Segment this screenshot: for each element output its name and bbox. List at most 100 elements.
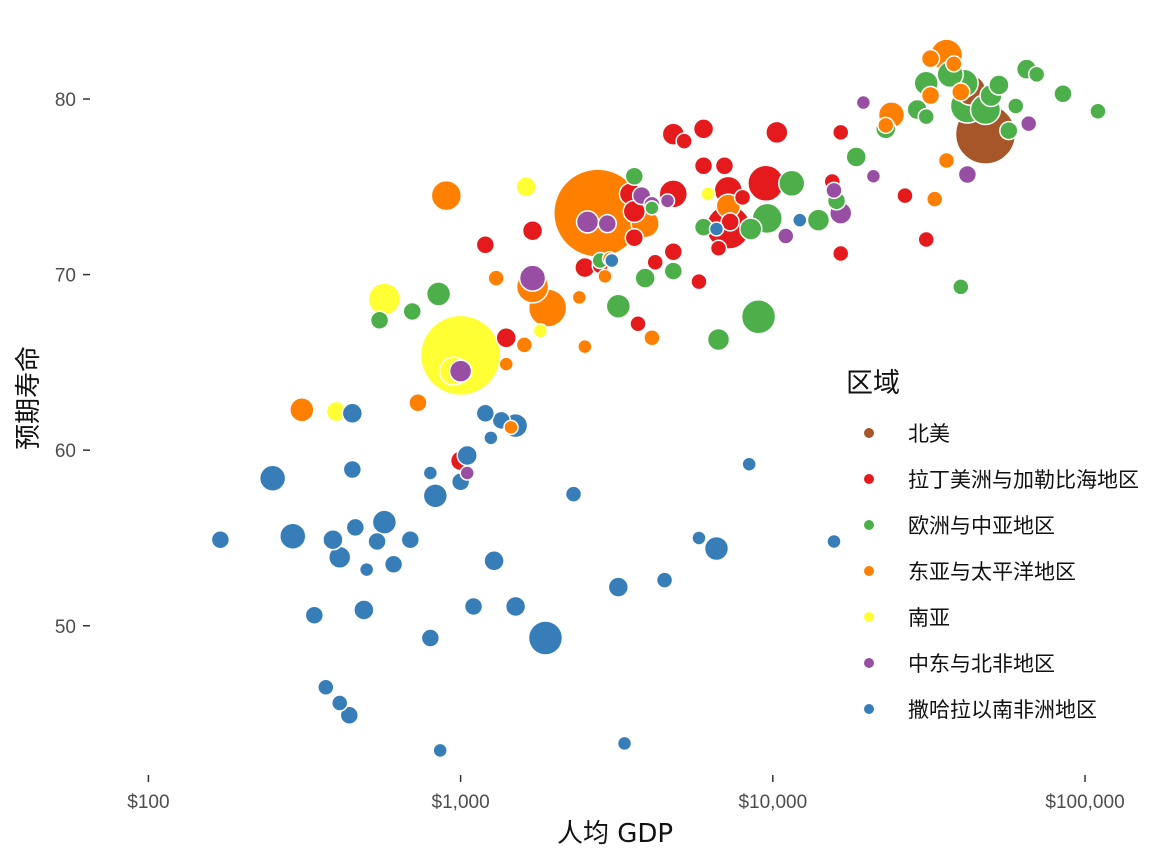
data-point bbox=[1027, 65, 1046, 84]
data-point bbox=[402, 301, 423, 322]
x-tick-label: $100 bbox=[127, 792, 169, 813]
data-point bbox=[420, 628, 441, 648]
data-point bbox=[279, 522, 307, 550]
data-point bbox=[1089, 102, 1107, 121]
data-point bbox=[865, 168, 882, 185]
data-point bbox=[1019, 114, 1038, 133]
data-point bbox=[776, 227, 795, 245]
data-point bbox=[358, 561, 375, 578]
data-point bbox=[925, 190, 944, 208]
legend-swatch bbox=[864, 428, 874, 438]
legend-swatch bbox=[864, 612, 874, 622]
data-point bbox=[515, 176, 537, 198]
data-point bbox=[644, 200, 660, 216]
data-point bbox=[825, 181, 843, 200]
data-point bbox=[792, 212, 808, 228]
data-point bbox=[422, 483, 449, 509]
data-point bbox=[690, 272, 708, 291]
data-point bbox=[714, 155, 735, 176]
data-point bbox=[659, 193, 676, 209]
data-point bbox=[634, 267, 656, 289]
legend-swatch bbox=[864, 704, 874, 714]
data-point bbox=[400, 529, 421, 550]
data-point bbox=[339, 705, 360, 726]
data-point bbox=[937, 151, 956, 170]
data-point bbox=[741, 456, 757, 472]
data-point bbox=[691, 530, 707, 546]
data-point bbox=[624, 166, 645, 187]
y-tick-label: 60 bbox=[55, 441, 76, 462]
data-point bbox=[999, 120, 1019, 141]
data-point bbox=[920, 48, 941, 69]
data-point bbox=[845, 146, 867, 168]
y-axis: 50 60 70 80 bbox=[55, 90, 90, 638]
data-point bbox=[951, 82, 971, 102]
legend-label: 欧洲与中亚地区 bbox=[908, 514, 1055, 538]
data-point bbox=[663, 242, 684, 262]
data-point bbox=[456, 444, 478, 467]
data-point bbox=[616, 735, 633, 752]
data-point bbox=[597, 213, 618, 234]
data-point bbox=[826, 533, 842, 550]
data-point bbox=[432, 742, 448, 759]
data-point bbox=[624, 227, 645, 248]
data-point bbox=[957, 164, 978, 185]
data-point bbox=[877, 116, 895, 135]
data-point bbox=[1053, 83, 1073, 104]
legend-label: 撒哈拉以南非洲地区 bbox=[908, 698, 1097, 722]
data-point bbox=[765, 120, 789, 145]
data-point bbox=[383, 554, 404, 575]
data-point bbox=[700, 186, 716, 202]
data-point bbox=[920, 85, 941, 106]
data-point bbox=[739, 217, 763, 241]
x-tick-label: $10,000 bbox=[738, 792, 807, 813]
data-point bbox=[317, 678, 335, 696]
y-tick-label: 70 bbox=[55, 266, 76, 287]
data-point bbox=[720, 212, 740, 232]
legend-label: 东亚与太平洋地区 bbox=[908, 560, 1076, 584]
data-point bbox=[367, 282, 402, 316]
data-point bbox=[597, 268, 613, 285]
data-point bbox=[778, 169, 806, 198]
data-point bbox=[571, 289, 588, 306]
data-point bbox=[577, 338, 593, 355]
data-point bbox=[503, 419, 519, 436]
data-point bbox=[495, 327, 517, 349]
data-point bbox=[371, 509, 398, 535]
data-point bbox=[629, 315, 647, 333]
data-point bbox=[459, 465, 475, 481]
data-point bbox=[693, 155, 714, 176]
data-point bbox=[917, 230, 935, 249]
data-point bbox=[655, 571, 674, 589]
data-point bbox=[896, 186, 914, 205]
data-point bbox=[521, 219, 544, 242]
legend-label: 中东与北非地区 bbox=[908, 652, 1055, 676]
y-tick-label: 50 bbox=[55, 617, 76, 638]
data-point bbox=[422, 465, 439, 481]
data-point bbox=[532, 323, 549, 339]
data-point bbox=[945, 55, 963, 73]
data-point bbox=[430, 179, 463, 212]
data-point bbox=[353, 599, 375, 621]
x-axis-title: 人均 GDP bbox=[557, 819, 673, 849]
y-tick-label: 80 bbox=[55, 90, 76, 111]
legend-swatch bbox=[864, 658, 874, 668]
data-point bbox=[733, 188, 752, 207]
data-point bbox=[345, 517, 366, 538]
data-point bbox=[740, 298, 777, 335]
data-point bbox=[475, 234, 496, 255]
data-point bbox=[289, 397, 315, 423]
data-point bbox=[342, 459, 363, 480]
data-point bbox=[692, 118, 715, 140]
data-point bbox=[604, 252, 620, 269]
legend-label: 北美 bbox=[908, 422, 950, 446]
data-point bbox=[709, 239, 728, 258]
data-point bbox=[518, 264, 547, 292]
data-point bbox=[341, 402, 364, 425]
data-point bbox=[304, 605, 325, 625]
data-point bbox=[1007, 97, 1025, 115]
legend: 区域 北美拉丁美洲与加勒比海地区欧洲与中亚地区东亚与太平洋地区南亚中东与北非地区… bbox=[846, 368, 1139, 722]
data-point bbox=[258, 464, 287, 493]
data-point bbox=[515, 336, 534, 354]
data-point bbox=[322, 528, 344, 551]
